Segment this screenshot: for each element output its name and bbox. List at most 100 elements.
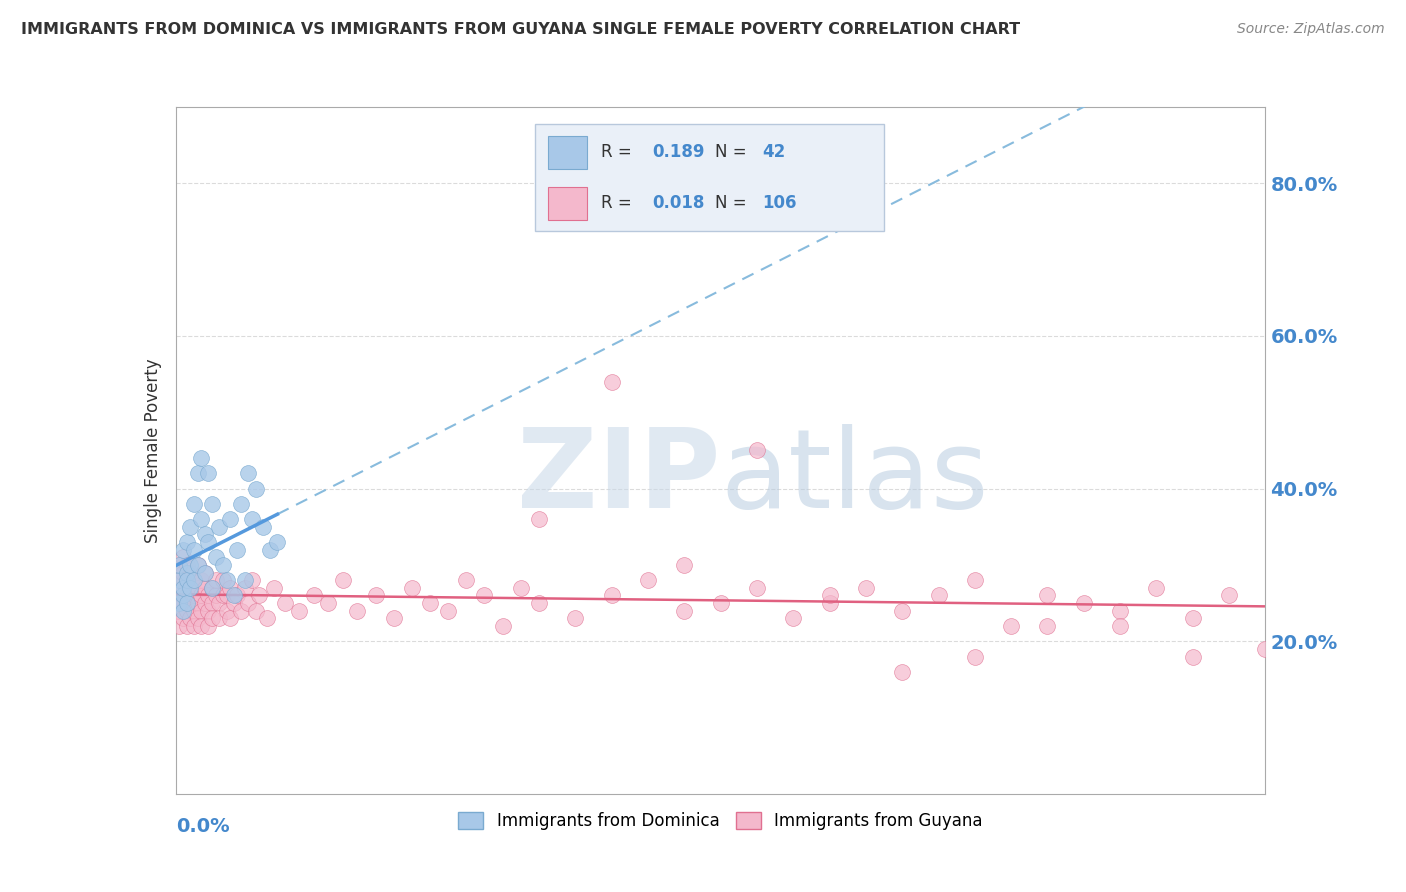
- Immigrants from Guyana: [474, 589, 496, 603]
- Immigrants from Guyana: [263, 581, 285, 595]
- Immigrants from Dominica: [172, 604, 194, 618]
- Immigrants from Guyana: [637, 573, 659, 587]
- Immigrants from Guyana: [194, 581, 217, 595]
- Text: 106: 106: [762, 194, 796, 212]
- Immigrants from Guyana: [176, 619, 198, 633]
- Immigrants from Guyana: [179, 611, 201, 625]
- Text: R =: R =: [600, 143, 637, 161]
- Immigrants from Guyana: [318, 596, 340, 610]
- Immigrants from Dominica: [186, 467, 209, 481]
- Immigrants from Guyana: [169, 573, 191, 587]
- Immigrants from Guyana: [891, 604, 914, 618]
- Immigrants from Guyana: [456, 573, 478, 587]
- Immigrants from Guyana: [172, 581, 194, 595]
- Immigrants from Guyana: [1109, 619, 1132, 633]
- Immigrants from Guyana: [247, 589, 270, 603]
- Text: 0.0%: 0.0%: [176, 817, 229, 836]
- Immigrants from Dominica: [226, 542, 249, 557]
- Immigrants from Guyana: [818, 589, 841, 603]
- Text: ZIP: ZIP: [517, 425, 721, 532]
- Immigrants from Guyana: [710, 596, 733, 610]
- Immigrants from Dominica: [215, 573, 238, 587]
- Immigrants from Guyana: [201, 611, 224, 625]
- Immigrants from Dominica: [176, 566, 198, 580]
- Immigrants from Guyana: [401, 581, 423, 595]
- Immigrants from Guyana: [172, 611, 194, 625]
- Immigrants from Guyana: [208, 596, 231, 610]
- Immigrants from Dominica: [201, 581, 224, 595]
- Immigrants from Guyana: [1000, 619, 1022, 633]
- Immigrants from Guyana: [782, 611, 804, 625]
- Immigrants from Guyana: [186, 581, 209, 595]
- Immigrants from Guyana: [419, 596, 441, 610]
- Immigrants from Dominica: [266, 535, 288, 549]
- Immigrants from Guyana: [745, 581, 768, 595]
- Immigrants from Guyana: [179, 596, 201, 610]
- Immigrants from Dominica: [169, 596, 191, 610]
- Immigrants from Guyana: [176, 558, 198, 572]
- Immigrants from Guyana: [219, 611, 242, 625]
- Immigrants from Guyana: [201, 596, 224, 610]
- Immigrants from Guyana: [179, 566, 201, 580]
- Immigrants from Guyana: [437, 604, 460, 618]
- Immigrants from Guyana: [169, 596, 191, 610]
- Immigrants from Dominica: [179, 558, 201, 572]
- Immigrants from Guyana: [1146, 581, 1168, 595]
- Immigrants from Guyana: [169, 604, 191, 618]
- Immigrants from Guyana: [215, 604, 238, 618]
- Immigrants from Dominica: [219, 512, 242, 526]
- Immigrants from Guyana: [204, 589, 226, 603]
- Immigrants from Dominica: [201, 497, 224, 511]
- Immigrants from Dominica: [197, 467, 219, 481]
- Immigrants from Guyana: [492, 619, 515, 633]
- Immigrants from Dominica: [231, 497, 253, 511]
- Immigrants from Dominica: [190, 451, 212, 466]
- Text: 0.018: 0.018: [652, 194, 704, 212]
- Immigrants from Guyana: [208, 611, 231, 625]
- Immigrants from Dominica: [238, 467, 260, 481]
- Immigrants from Guyana: [176, 604, 198, 618]
- Y-axis label: Single Female Poverty: Single Female Poverty: [143, 359, 162, 542]
- Immigrants from Dominica: [259, 542, 281, 557]
- Immigrants from Guyana: [1181, 611, 1204, 625]
- Immigrants from Guyana: [527, 596, 550, 610]
- Text: atlas: atlas: [721, 425, 988, 532]
- Immigrants from Dominica: [179, 520, 201, 534]
- FancyBboxPatch shape: [548, 187, 586, 220]
- Immigrants from Guyana: [600, 375, 623, 389]
- Immigrants from Dominica: [183, 497, 205, 511]
- Immigrants from Guyana: [855, 581, 877, 595]
- Immigrants from Guyana: [509, 581, 531, 595]
- Immigrants from Guyana: [673, 604, 696, 618]
- Text: N =: N =: [716, 143, 752, 161]
- Text: IMMIGRANTS FROM DOMINICA VS IMMIGRANTS FROM GUYANA SINGLE FEMALE POVERTY CORRELA: IMMIGRANTS FROM DOMINICA VS IMMIGRANTS F…: [21, 22, 1021, 37]
- Immigrants from Guyana: [745, 443, 768, 458]
- Immigrants from Guyana: [183, 573, 205, 587]
- Immigrants from Dominica: [179, 581, 201, 595]
- Immigrants from Guyana: [963, 573, 986, 587]
- Immigrants from Guyana: [212, 573, 235, 587]
- Immigrants from Guyana: [382, 611, 405, 625]
- Immigrants from Guyana: [600, 589, 623, 603]
- Immigrants from Guyana: [190, 619, 212, 633]
- Immigrants from Guyana: [215, 589, 238, 603]
- Immigrants from Dominica: [240, 512, 263, 526]
- Immigrants from Dominica: [186, 558, 209, 572]
- Immigrants from Guyana: [172, 550, 194, 565]
- Immigrants from Guyana: [194, 566, 217, 580]
- Immigrants from Guyana: [238, 596, 260, 610]
- Immigrants from Dominica: [169, 573, 191, 587]
- Immigrants from Dominica: [194, 566, 217, 580]
- Immigrants from Guyana: [219, 581, 242, 595]
- Immigrants from Dominica: [169, 558, 191, 572]
- Immigrants from Dominica: [245, 482, 267, 496]
- Text: N =: N =: [716, 194, 752, 212]
- Immigrants from Guyana: [346, 604, 368, 618]
- Immigrants from Guyana: [233, 581, 256, 595]
- Immigrants from Guyana: [169, 619, 191, 633]
- Immigrants from Guyana: [928, 589, 950, 603]
- Immigrants from Guyana: [245, 604, 267, 618]
- Immigrants from Dominica: [183, 542, 205, 557]
- Immigrants from Guyana: [256, 611, 278, 625]
- Immigrants from Guyana: [183, 589, 205, 603]
